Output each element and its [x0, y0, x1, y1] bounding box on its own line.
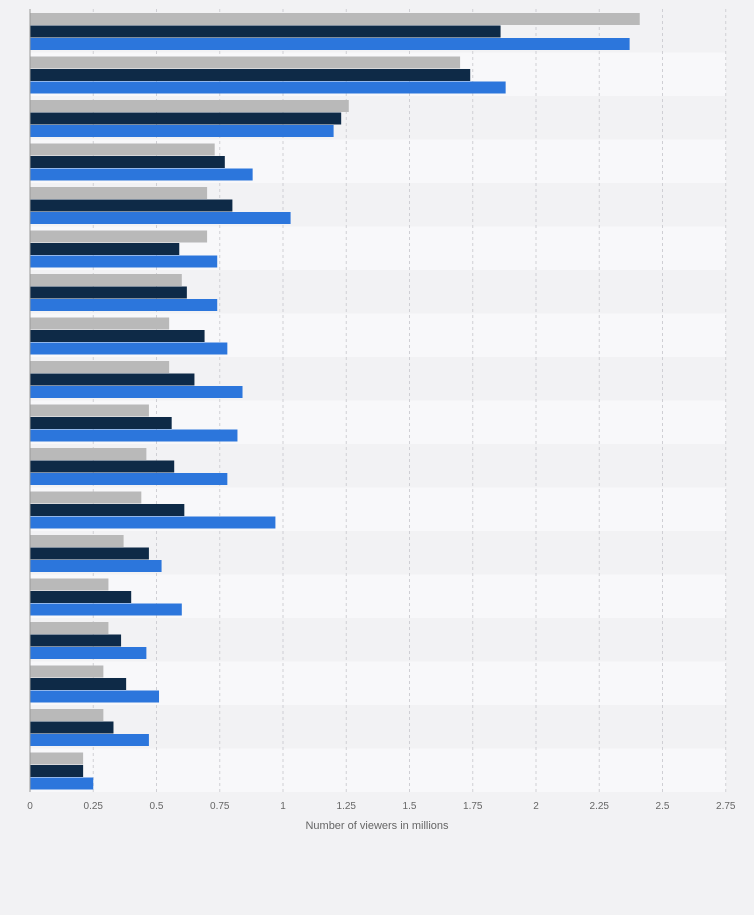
x-tick-label: 1.25 — [337, 801, 357, 812]
bar — [30, 491, 142, 504]
x-tick-label: 0 — [27, 801, 33, 812]
bar — [30, 125, 334, 137]
x-tick-label: 0.75 — [210, 801, 230, 812]
bar — [30, 69, 471, 81]
bar — [30, 647, 147, 659]
bar — [30, 460, 175, 473]
bar — [30, 212, 291, 224]
bar — [30, 230, 208, 243]
bar — [30, 578, 109, 591]
bar — [30, 504, 185, 516]
x-tick-label: 1.5 — [403, 801, 417, 812]
x-tick-label: 0.5 — [150, 801, 164, 812]
x-axis-label: Number of viewers in millions — [305, 820, 449, 832]
bar — [30, 156, 225, 168]
bar — [30, 25, 501, 38]
bar — [30, 81, 506, 94]
bars — [30, 13, 640, 790]
bar — [30, 721, 114, 734]
bar — [30, 634, 122, 647]
x-tick-label: 1.75 — [463, 801, 483, 812]
bar — [30, 143, 215, 156]
bar — [30, 752, 84, 765]
bar — [30, 417, 172, 429]
bar — [30, 535, 124, 547]
bar — [30, 187, 208, 199]
bar — [30, 547, 149, 560]
bar — [30, 361, 170, 373]
bar — [30, 777, 94, 790]
bar — [30, 404, 149, 417]
bar — [30, 100, 349, 112]
gridlines — [92, 9, 727, 792]
bar — [30, 112, 342, 125]
bar — [30, 286, 187, 299]
bar — [30, 274, 182, 286]
bar — [30, 516, 276, 529]
bar — [30, 373, 195, 386]
bar — [30, 665, 104, 678]
x-tick-label: 2 — [533, 801, 539, 812]
bar — [30, 429, 238, 442]
bar — [30, 603, 182, 616]
bar — [30, 330, 205, 342]
bar — [30, 199, 233, 212]
bar — [30, 765, 84, 777]
bar — [30, 386, 243, 398]
x-tick-label: 2.75 — [716, 801, 736, 812]
bar — [30, 709, 104, 721]
bar — [30, 38, 630, 50]
x-tick-label: 2.5 — [656, 801, 670, 812]
x-tick-label: 2.25 — [590, 801, 610, 812]
bar — [30, 448, 147, 460]
bar — [30, 622, 109, 634]
bar — [30, 255, 218, 268]
bar — [30, 473, 228, 485]
bar — [30, 678, 127, 690]
bar — [30, 591, 132, 603]
bar — [30, 13, 640, 25]
bar — [30, 690, 160, 703]
bar — [30, 56, 461, 69]
bar — [30, 299, 218, 311]
bar — [30, 168, 253, 181]
bar — [30, 243, 180, 255]
x-tick-label: 0.25 — [84, 801, 104, 812]
bar — [30, 560, 162, 572]
bar — [30, 342, 228, 355]
x-tick-labels: 0 0.25 0.5 0.75 1 1.25 1.5 1.75 2 2.25 2.5 2.75 — [27, 801, 736, 812]
row-band — [30, 748, 726, 792]
bar — [30, 317, 170, 330]
bar — [30, 734, 149, 746]
x-tick-label: 1 — [280, 801, 286, 812]
